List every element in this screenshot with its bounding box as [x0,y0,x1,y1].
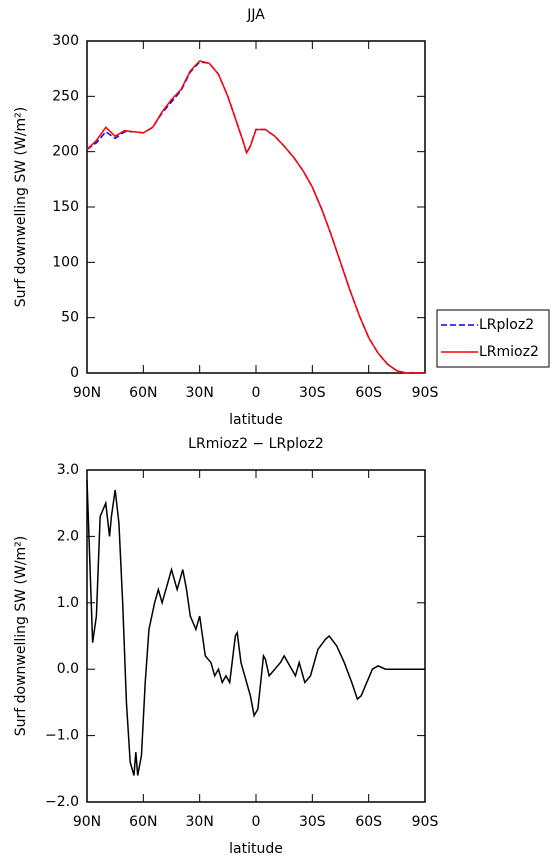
y-tick-label: 300 [52,33,79,49]
x-tick-label: 90N [73,385,101,401]
x-tick-label: 90N [73,814,101,830]
x-axis-label: latitude [229,412,283,428]
y-tick-label: 50 [61,310,79,326]
y-tick-label: 0.0 [57,661,79,677]
y-tick-label: 1.0 [57,595,79,611]
plot-frame [86,469,426,803]
y-tick-label: 100 [52,254,79,270]
x-tick-label: 90S [412,385,439,401]
series-line [86,61,425,374]
y-tick-label: −1.0 [45,728,79,744]
x-tick-label: 60S [355,385,382,401]
x-tick-label: 90S [412,814,439,830]
y-tick-label: 3.0 [57,462,79,478]
plot-frame [86,40,426,374]
legend-box [436,309,550,368]
series-line [86,479,425,776]
x-tick-label: 60N [129,385,157,401]
chart-title: JJA [246,7,265,23]
y-tick-label: 150 [52,199,79,215]
y-tick-label: 200 [52,144,79,160]
y-axis-label: Surf downwelling SW (W/m²) [13,107,29,308]
x-tick-label: 30N [186,814,214,830]
y-tick-label: 250 [52,88,79,104]
x-tick-label: 30S [299,814,326,830]
y-tick-label: −2.0 [45,794,79,810]
chart-title: LRmioz2 − LRploz2 [188,436,324,452]
legend-label: LRploz2 [479,317,534,333]
x-tick-label: 30S [299,385,326,401]
x-axis-label: latitude [229,841,283,857]
x-tick-label: 30N [186,385,214,401]
y-tick-label: 0 [70,365,79,381]
y-axis-label: Surf downwelling SW (W/m²) [13,536,29,737]
series-line [86,60,425,374]
x-tick-label: 60S [355,814,382,830]
x-tick-label: 0 [252,814,261,830]
legend-label: LRmioz2 [479,344,539,360]
x-tick-label: 0 [252,385,261,401]
y-tick-label: 2.0 [57,528,79,544]
x-tick-label: 60N [129,814,157,830]
